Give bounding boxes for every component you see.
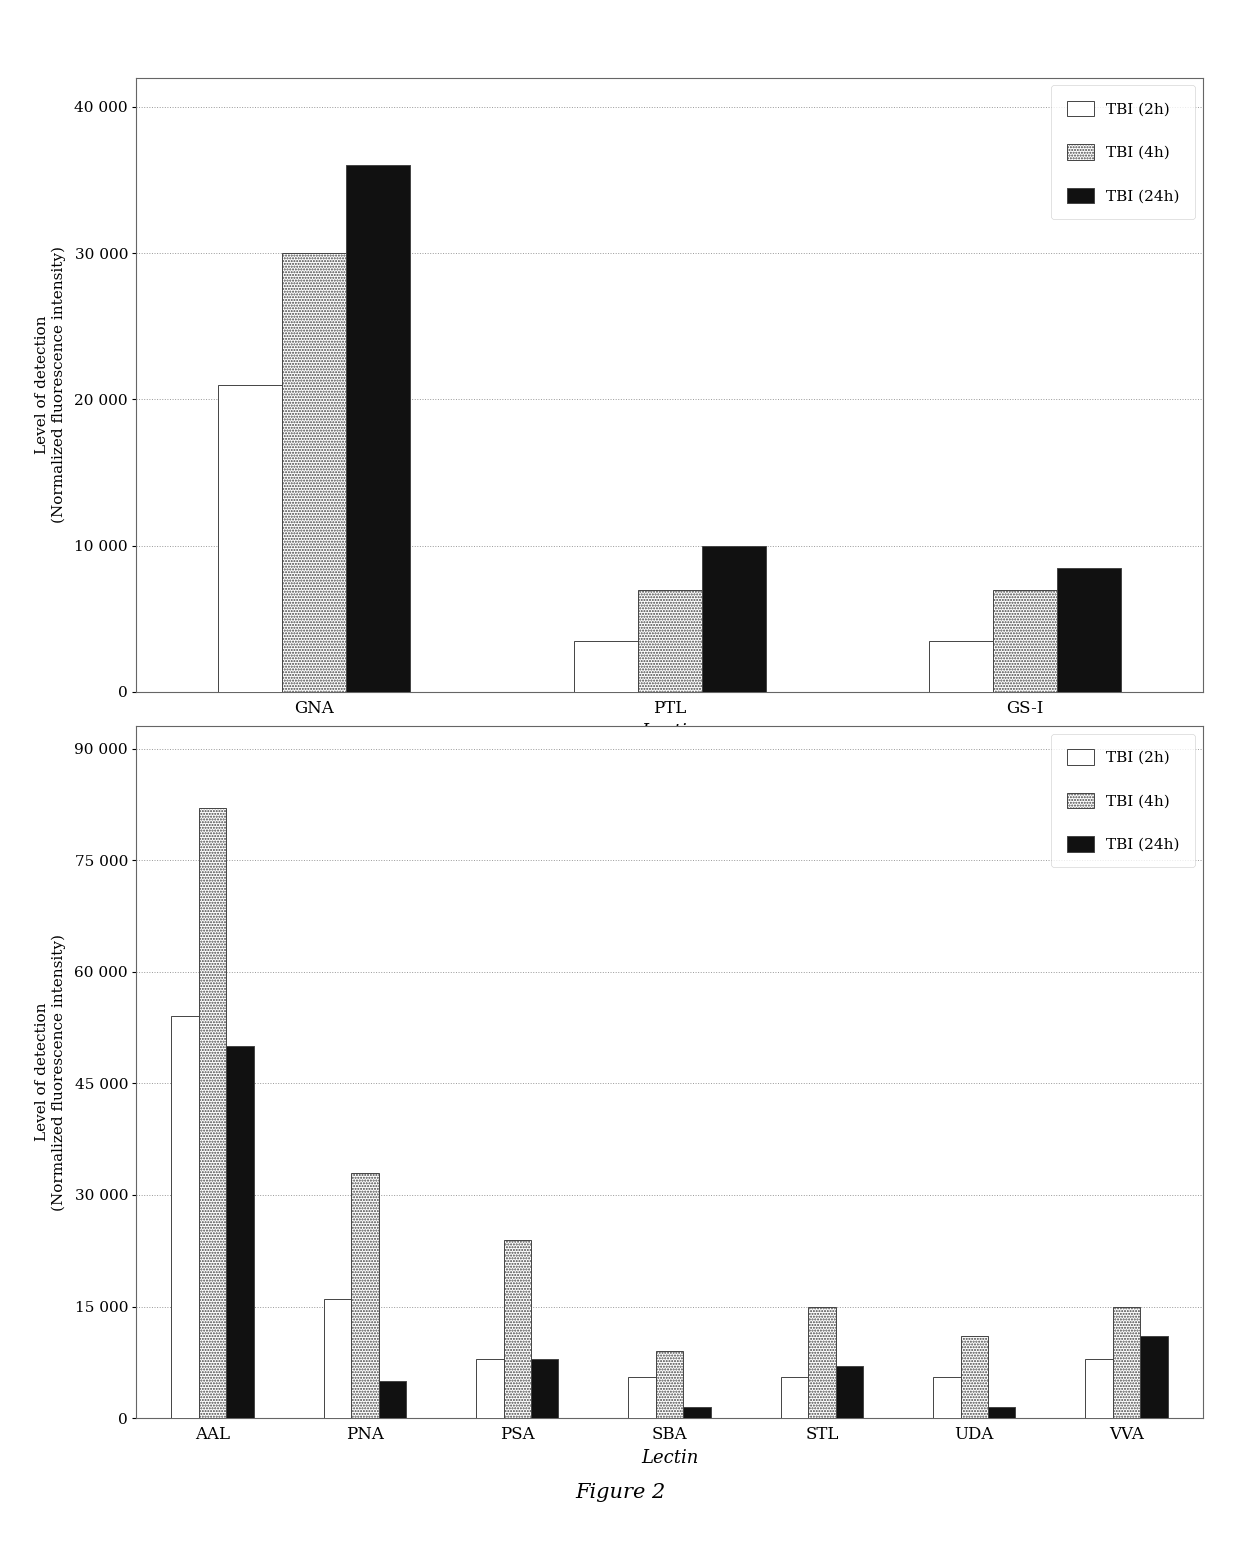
Bar <box>1114 1306 1141 1418</box>
Bar <box>171 1017 198 1418</box>
Bar <box>656 1351 683 1418</box>
X-axis label: Lectin: Lectin <box>641 723 698 740</box>
Bar <box>934 1378 961 1418</box>
Bar <box>1056 568 1121 692</box>
Bar <box>993 589 1056 692</box>
Bar <box>218 384 283 692</box>
Bar <box>574 641 637 692</box>
Bar <box>781 1378 808 1418</box>
Y-axis label: Level of detection
(Normalized fluorescence intensity): Level of detection (Normalized fluoresce… <box>36 246 66 524</box>
Bar <box>929 641 993 692</box>
Bar <box>531 1359 558 1418</box>
Bar <box>702 546 765 692</box>
Bar <box>283 253 346 692</box>
Bar <box>503 1239 531 1418</box>
Bar <box>346 165 410 692</box>
Bar <box>808 1306 836 1418</box>
Y-axis label: Level of detection
(Normalized fluorescence intensity): Level of detection (Normalized fluoresce… <box>36 933 66 1211</box>
Bar <box>476 1359 503 1418</box>
Bar <box>988 1407 1016 1418</box>
Legend: TBI (2h), TBI (4h), TBI (24h): TBI (2h), TBI (4h), TBI (24h) <box>1052 86 1195 219</box>
Bar <box>324 1298 351 1418</box>
Legend: TBI (2h), TBI (4h), TBI (24h): TBI (2h), TBI (4h), TBI (24h) <box>1052 734 1195 868</box>
Bar <box>378 1381 405 1418</box>
Bar <box>836 1367 863 1418</box>
Bar <box>1085 1359 1114 1418</box>
Bar <box>637 589 702 692</box>
Bar <box>1141 1336 1168 1418</box>
Bar <box>351 1172 378 1418</box>
Bar <box>683 1407 711 1418</box>
Bar <box>198 809 226 1418</box>
Bar <box>226 1047 254 1418</box>
X-axis label: Lectin: Lectin <box>641 1449 698 1466</box>
Bar <box>629 1378 656 1418</box>
Bar <box>961 1336 988 1418</box>
Text: Figure 2: Figure 2 <box>575 1483 665 1502</box>
